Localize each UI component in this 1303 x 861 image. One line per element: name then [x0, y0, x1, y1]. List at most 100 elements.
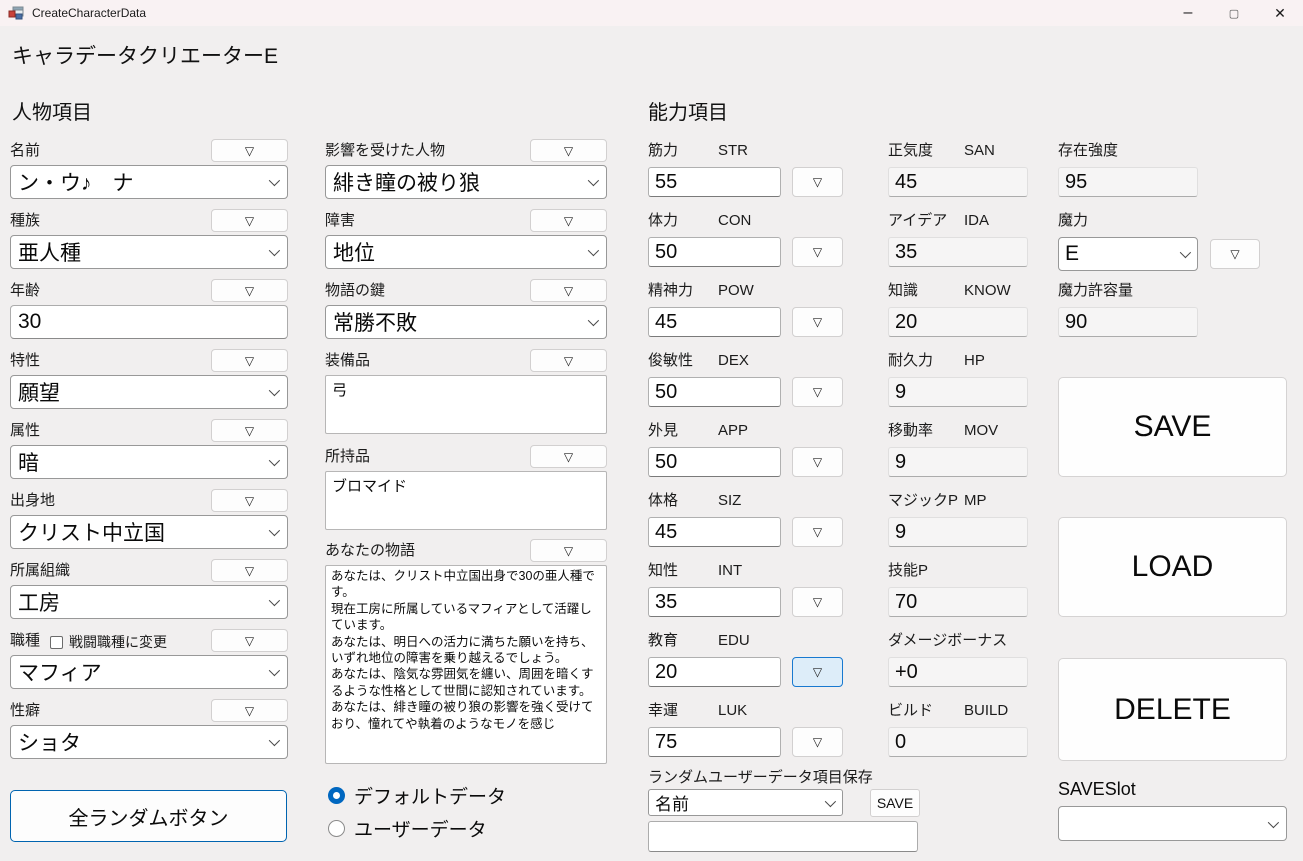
randomize-influence-button[interactable]: ▽	[530, 139, 607, 162]
chevron-down-icon	[268, 734, 281, 747]
default-data-radio[interactable]	[328, 786, 345, 804]
randomize-obstacle-button[interactable]: ▽	[530, 209, 607, 232]
hp-value-box: 9	[888, 377, 1028, 407]
random-save-category-value: 名前	[655, 795, 689, 814]
down-triangle-icon: ▽	[244, 493, 255, 508]
app-input[interactable]: 50	[648, 447, 781, 477]
randomize-job-button[interactable]: ▽	[211, 629, 288, 652]
randomize-dex-button[interactable]: ▽	[792, 377, 843, 407]
luk-input[interactable]: 75	[648, 727, 781, 757]
maximize-button[interactable]: ▢	[1228, 7, 1240, 20]
field-story-key: 物語の鍵 ▽ 常勝不敗	[325, 278, 607, 339]
build-value: 0	[895, 730, 907, 753]
randomize-race-button[interactable]: ▽	[211, 209, 288, 232]
randomize-attribute-button[interactable]: ▽	[211, 419, 288, 442]
app-label: 外見	[648, 422, 679, 439]
randomize-birthplace-button[interactable]: ▽	[211, 489, 288, 512]
user-data-radio[interactable]	[328, 819, 345, 837]
birthplace-combobox[interactable]: クリスト中立国	[10, 515, 288, 549]
field-attribute: 属性 ▽ 暗	[10, 418, 288, 479]
organization-combobox[interactable]: 工房	[10, 585, 288, 619]
mana-value: E	[1065, 242, 1080, 265]
delete-button[interactable]: DELETE	[1058, 658, 1287, 761]
your-story-textarea[interactable]: あなたは、クリスト中立国出身で30の亜人種です。 現在工房に所属しているマフィア…	[325, 565, 607, 764]
fetish-combobox[interactable]: ショタ	[10, 725, 288, 759]
randomize-name-button[interactable]: ▽	[211, 139, 288, 162]
san-label: 正気度	[888, 142, 934, 159]
randomize-luk-button[interactable]: ▽	[792, 727, 843, 757]
mp-value-box: 9	[888, 517, 1028, 547]
randomize-mana-button[interactable]: ▽	[1210, 239, 1260, 269]
dex-input[interactable]: 50	[648, 377, 781, 407]
stat-skillp: 技能P 70	[888, 560, 1028, 617]
luk-label: 幸運	[648, 702, 679, 719]
save-button[interactable]: SAVE	[1058, 377, 1287, 477]
influence-combobox[interactable]: 緋き瞳の被り狼	[325, 165, 607, 199]
edu-input[interactable]: 20	[648, 657, 781, 687]
possessions-textarea[interactable]: ブロマイド	[325, 471, 607, 530]
randomize-pow-button[interactable]: ▽	[792, 307, 843, 337]
ida-label: アイデア	[888, 212, 948, 229]
organization-label: 所属組織	[10, 562, 71, 579]
chevron-down-icon	[268, 454, 281, 467]
race-combobox[interactable]: 亜人種	[10, 235, 288, 269]
app-icon	[8, 5, 24, 21]
randomize-con-button[interactable]: ▽	[792, 237, 843, 267]
random-save-category-combobox[interactable]: 名前	[648, 789, 843, 816]
randomize-age-button[interactable]: ▽	[211, 279, 288, 302]
close-button[interactable]: ✕	[1274, 4, 1286, 21]
story-key-combobox[interactable]: 常勝不敗	[325, 305, 607, 339]
down-triangle-icon: ▽	[244, 353, 255, 368]
random-save-input[interactable]	[648, 821, 918, 852]
randomize-int-button[interactable]: ▽	[792, 587, 843, 617]
name-combobox[interactable]: ン・ウ♪ ナ	[10, 165, 288, 199]
pow-input[interactable]: 45	[648, 307, 781, 337]
trait-combobox[interactable]: 願望	[10, 375, 288, 409]
con-input[interactable]: 50	[648, 237, 781, 267]
obstacle-combobox[interactable]: 地位	[325, 235, 607, 269]
attribute-value: 暗	[18, 452, 39, 475]
stat-san: 正気度 SAN 45	[888, 140, 1028, 197]
know-code: KNOW	[964, 282, 1011, 299]
chevron-down-icon	[268, 664, 281, 677]
random-save-button[interactable]: SAVE	[870, 789, 920, 817]
siz-input[interactable]: 45	[648, 517, 781, 547]
job-combobox[interactable]: マフィア	[10, 655, 288, 689]
damage-bonus-label: ダメージボーナス	[888, 632, 1008, 649]
stat-app: 外見 APP 50 ▽	[648, 420, 843, 477]
down-triangle-icon: ▽	[812, 665, 823, 679]
int-input[interactable]: 35	[648, 587, 781, 617]
age-input[interactable]: 30	[10, 305, 288, 339]
randomize-app-button[interactable]: ▽	[792, 447, 843, 477]
field-your-story: あなたの物語 ▽ あなたは、クリスト中立国出身で30の亜人種です。 現在工房に所…	[325, 538, 607, 764]
attribute-combobox[interactable]: 暗	[10, 445, 288, 479]
randomize-possessions-button[interactable]: ▽	[530, 445, 607, 468]
mana-combobox[interactable]: E	[1058, 237, 1198, 271]
randomize-trait-button[interactable]: ▽	[211, 349, 288, 372]
saveslot-combobox[interactable]	[1058, 806, 1287, 841]
default-data-label: デフォルトデータ	[354, 786, 507, 808]
randomize-fetish-button[interactable]: ▽	[211, 699, 288, 722]
ida-value: 35	[895, 240, 918, 263]
randomize-story-key-button[interactable]: ▽	[530, 279, 607, 302]
minimize-button[interactable]: –	[1183, 4, 1193, 21]
all-random-button[interactable]: 全ランダムボタン	[10, 790, 287, 842]
load-button[interactable]: LOAD	[1058, 517, 1287, 617]
dex-code: DEX	[718, 352, 749, 369]
down-triangle-icon: ▽	[812, 245, 823, 259]
str-input[interactable]: 55	[648, 167, 781, 197]
hp-code: HP	[964, 352, 985, 369]
randomize-story-button[interactable]: ▽	[530, 539, 607, 562]
equipment-textarea[interactable]: 弓	[325, 375, 607, 434]
randomize-str-button[interactable]: ▽	[792, 167, 843, 197]
randomize-organization-button[interactable]: ▽	[211, 559, 288, 582]
randomize-edu-button[interactable]: ▽	[792, 657, 843, 687]
mp-value: 9	[895, 520, 907, 543]
obstacle-value: 地位	[333, 242, 375, 265]
int-label: 知性	[648, 562, 679, 579]
randomize-equipment-button[interactable]: ▽	[530, 349, 607, 372]
randomize-siz-button[interactable]: ▽	[792, 517, 843, 547]
combat-job-checkbox[interactable]	[50, 635, 64, 649]
mov-label: 移動率	[888, 422, 934, 439]
